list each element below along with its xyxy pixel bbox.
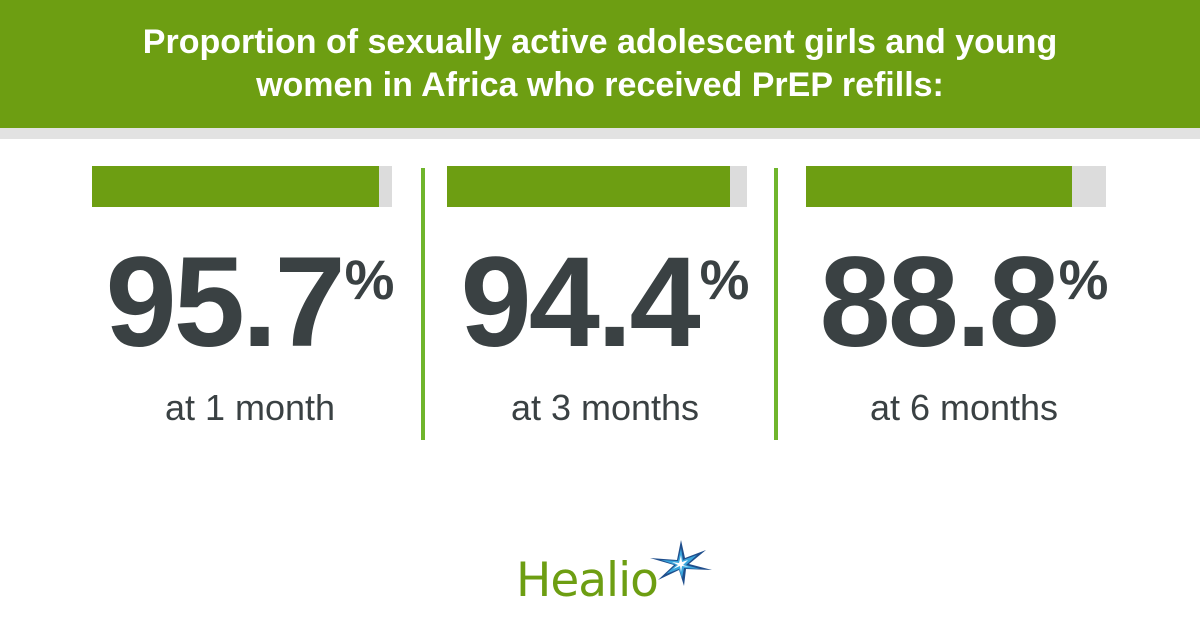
bar-at-6-months	[806, 166, 1072, 207]
progress-bar-track	[447, 166, 747, 207]
bar-at-3-months	[447, 166, 730, 207]
percent-sign: %	[1058, 248, 1109, 311]
logo-wordmark: Healio	[516, 553, 659, 608]
star-burst-icon	[650, 540, 712, 586]
chart-title: Proportion of sexually active adolescent…	[142, 23, 1058, 104]
progress-bar-track	[806, 166, 1106, 207]
header-divider	[0, 128, 1200, 139]
stat-panel-6-months: 88.8 % at 6 months	[804, 166, 1124, 446]
stat-value: 94.4 %	[445, 236, 765, 376]
healio-logo: Healio	[516, 540, 726, 610]
category-label: at 3 months	[510, 387, 700, 428]
percent-sign: %	[344, 248, 395, 311]
data-label-value: 95.7	[105, 231, 346, 374]
column-divider	[774, 168, 778, 440]
percent-sign: %	[699, 248, 750, 311]
progress-bar-track	[92, 166, 392, 207]
data-label-value: 88.8	[819, 231, 1060, 374]
bar-at-1-month	[92, 166, 379, 207]
stat-panel-3-months: 94.4 % at 3 months	[445, 166, 765, 446]
stat-value: 88.8 %	[804, 236, 1124, 376]
category-label: at 1 month	[164, 387, 336, 428]
stat-value: 95.7 %	[90, 236, 410, 376]
header-banner: Proportion of sexually active adolescent…	[0, 0, 1200, 128]
stat-panel-1-month: 95.7 % at 1 month	[90, 166, 410, 446]
category-label: at 6 months	[869, 387, 1059, 428]
column-divider	[421, 168, 425, 440]
data-label-value: 94.4	[460, 231, 701, 374]
